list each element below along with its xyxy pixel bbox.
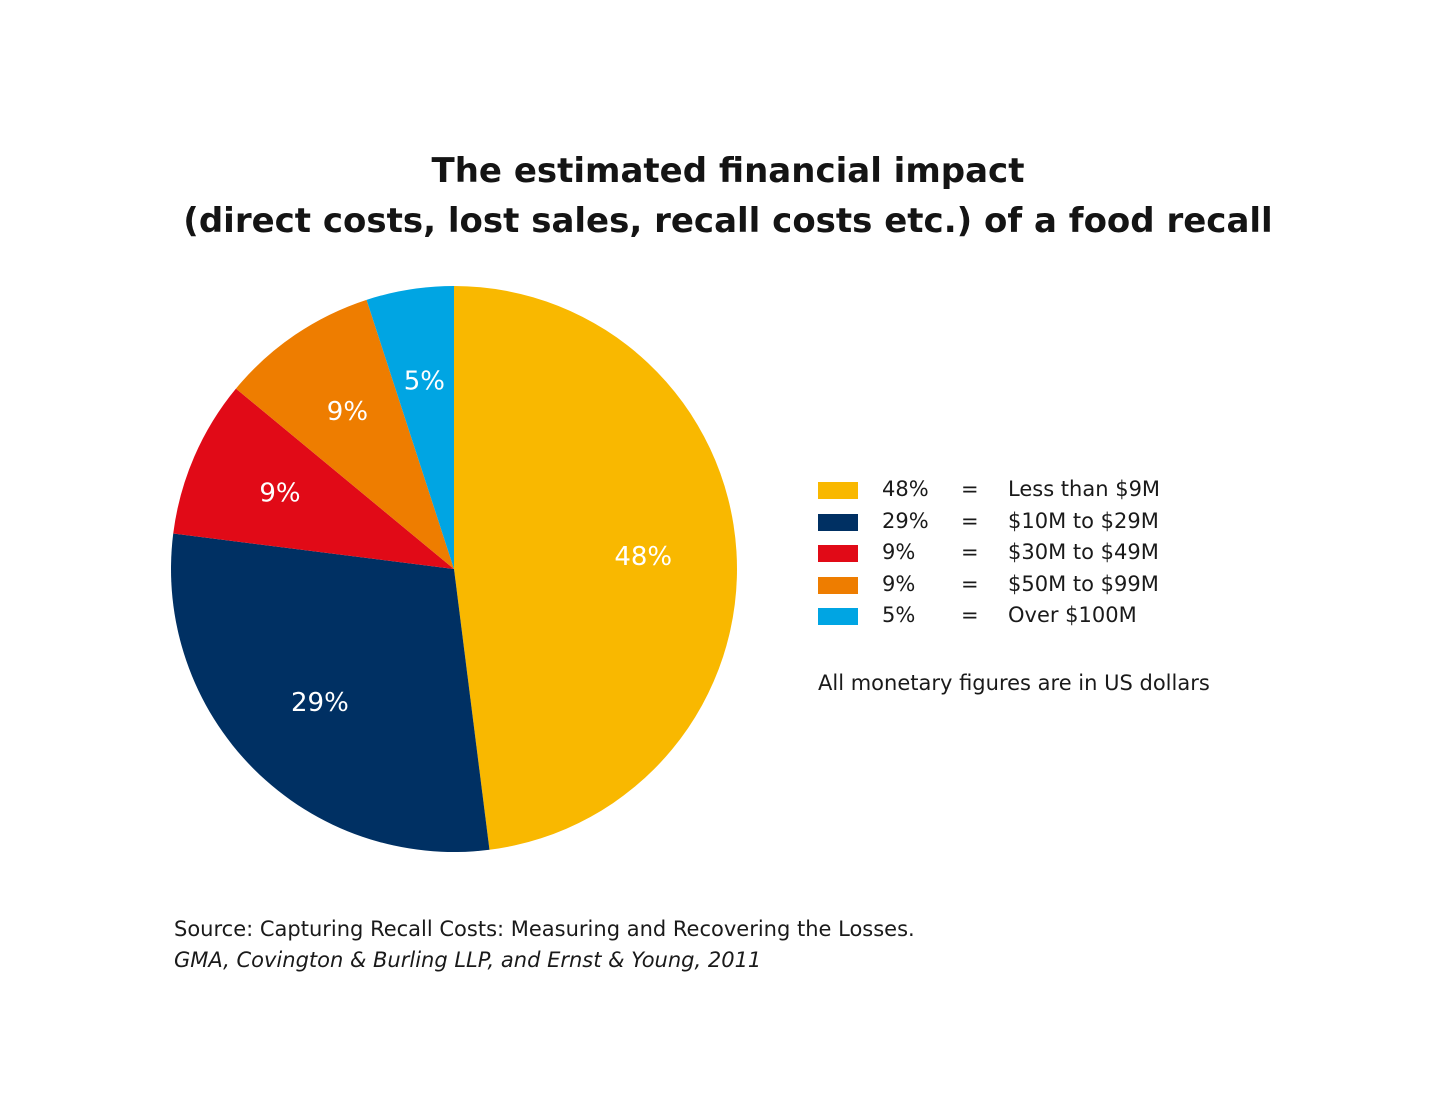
legend-swatch-4 bbox=[818, 608, 858, 625]
source-line-2: GMA, Covington & Burling LLP, and Ernst … bbox=[174, 945, 915, 976]
pie-slice-label-4: 5% bbox=[404, 367, 445, 397]
legend-swatch-0 bbox=[818, 482, 858, 499]
legend-percent-0: 48% bbox=[882, 474, 929, 506]
pie-slice-0 bbox=[454, 286, 737, 850]
legend-equals-3: = bbox=[961, 569, 979, 601]
legend-percent-2: 9% bbox=[882, 537, 915, 569]
legend-range-1: $10M to $29M bbox=[1008, 506, 1159, 538]
legend-equals-0: = bbox=[961, 474, 979, 506]
legend-equals-4: = bbox=[961, 600, 979, 632]
legend-swatch-1 bbox=[818, 514, 858, 531]
legend-percent-4: 5% bbox=[882, 600, 915, 632]
legend-range-0: Less than $9M bbox=[1008, 474, 1160, 506]
legend-equals-2: = bbox=[961, 537, 979, 569]
pie-slice-label-0: 48% bbox=[614, 542, 672, 572]
legend-swatch-3 bbox=[818, 577, 858, 594]
source-citation: Source: Capturing Recall Costs: Measurin… bbox=[174, 914, 915, 976]
source-line-1: Source: Capturing Recall Costs: Measurin… bbox=[174, 914, 915, 945]
legend-percent-3: 9% bbox=[882, 569, 915, 601]
legend-equals-1: = bbox=[961, 506, 979, 538]
legend-range-4: Over $100M bbox=[1008, 600, 1137, 632]
pie-slice-label-2: 9% bbox=[259, 479, 300, 509]
legend-percent-1: 29% bbox=[882, 506, 929, 538]
legend-range-2: $30M to $49M bbox=[1008, 537, 1159, 569]
legend-range-3: $50M to $99M bbox=[1008, 569, 1159, 601]
pie-slice-label-1: 29% bbox=[291, 688, 349, 718]
currency-note: All monetary figures are in US dollars bbox=[818, 668, 1210, 698]
legend-swatch-2 bbox=[818, 545, 858, 562]
pie-slice-label-3: 9% bbox=[327, 397, 368, 427]
